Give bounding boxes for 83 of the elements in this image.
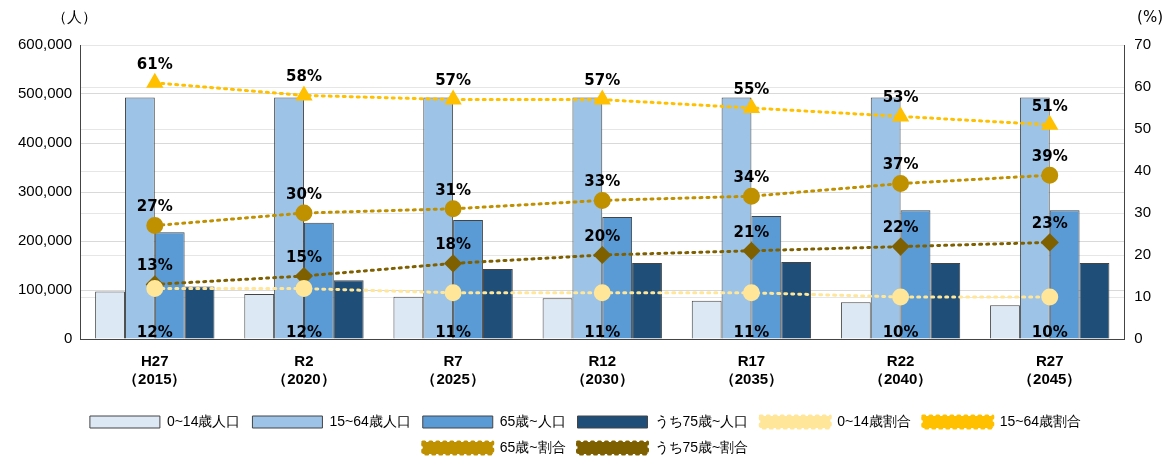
data-label: 39% xyxy=(1031,147,1068,166)
data-label: 57% xyxy=(584,71,621,90)
point xyxy=(742,284,760,302)
data-label: 31% xyxy=(435,180,472,199)
y2-tick-label: 60 xyxy=(1134,77,1151,95)
y2-tick-label: 50 xyxy=(1134,119,1151,137)
y2-tick-label: 40 xyxy=(1134,161,1151,179)
point xyxy=(892,238,910,256)
y2-tick-label: 30 xyxy=(1134,203,1151,221)
data-label: 10% xyxy=(882,322,919,341)
data-label: 18% xyxy=(435,235,472,254)
legend-label: 15~64歳割合 xyxy=(999,412,1082,429)
data-label: 12% xyxy=(136,322,173,341)
x-tick-label: R2 （2020） xyxy=(272,352,336,388)
y-tick-label: 500,000 xyxy=(17,84,73,102)
data-label: 33% xyxy=(584,172,621,191)
data-label: 57% xyxy=(435,71,472,90)
data-label: 34% xyxy=(733,168,770,187)
point xyxy=(444,284,462,302)
x-tick-label: R22 （2040） xyxy=(868,352,933,388)
y2-tick-label: 0 xyxy=(1134,329,1143,347)
data-label: 11% xyxy=(733,322,770,341)
data-label: 51% xyxy=(1031,96,1068,115)
data-label: 55% xyxy=(733,79,770,98)
data-label: 20% xyxy=(584,226,621,245)
point xyxy=(743,99,759,113)
legend-label: 15~64歳人口 xyxy=(329,412,411,429)
x-tick-label: R17 （2035） xyxy=(719,352,784,388)
point xyxy=(892,288,910,306)
y2-axis-title: (%) xyxy=(1137,8,1163,26)
data-label: 23% xyxy=(1031,214,1068,233)
point xyxy=(593,191,611,209)
data-label: 58% xyxy=(286,67,322,86)
x-tick-label: R27 （2045） xyxy=(1018,352,1082,388)
legend-label: 65歳~人口 xyxy=(499,412,566,429)
point xyxy=(593,284,611,302)
point xyxy=(445,91,461,105)
point xyxy=(296,86,312,101)
legend-label: うち75歳~人口 xyxy=(654,412,749,429)
x-tick-label: H27 （2015） xyxy=(123,352,187,388)
point xyxy=(742,242,760,260)
legend-label: うち75歳~割合 xyxy=(654,438,749,455)
legend-label: 0~14歳割合 xyxy=(837,412,911,429)
y-tick-label: 100,000 xyxy=(17,280,73,298)
y-tick-label: 300,000 xyxy=(17,182,73,200)
data-label: 22% xyxy=(882,218,919,237)
data-label: 61% xyxy=(136,54,173,73)
data-label: 53% xyxy=(882,88,919,107)
data-label: 37% xyxy=(882,155,919,174)
point xyxy=(147,74,163,88)
data-label: 11% xyxy=(435,322,472,341)
point xyxy=(295,280,313,298)
point xyxy=(742,187,760,205)
legend-label: 0~14歳人口 xyxy=(166,412,241,429)
point xyxy=(1041,288,1059,306)
point xyxy=(893,107,909,122)
y2-tick-label: 10 xyxy=(1134,287,1151,305)
point xyxy=(146,280,164,298)
legend-label: 65歳~割合 xyxy=(499,438,566,455)
point xyxy=(594,91,610,105)
y-tick-label: 400,000 xyxy=(17,133,73,151)
data-label: 13% xyxy=(136,256,173,275)
y2-tick-label: 70 xyxy=(1134,35,1151,53)
x-tick-label: R7 （2025） xyxy=(421,352,485,388)
data-label: 21% xyxy=(733,222,770,241)
point xyxy=(295,204,313,222)
point xyxy=(1041,166,1059,184)
y-axis-title: （人） xyxy=(52,8,97,27)
point xyxy=(444,200,462,218)
point xyxy=(1042,116,1058,130)
point xyxy=(1041,233,1059,251)
data-label: 10% xyxy=(1031,322,1068,341)
y-tick-label: 200,000 xyxy=(17,231,73,249)
y2-tick-label: 20 xyxy=(1134,245,1151,263)
point xyxy=(892,175,910,193)
data-label: 27% xyxy=(136,197,173,216)
y-tick-label: 0 xyxy=(63,329,73,347)
point xyxy=(444,254,462,272)
x-tick-label: R12 （2030） xyxy=(570,352,634,388)
point xyxy=(593,246,611,264)
point xyxy=(146,217,164,235)
data-label: 11% xyxy=(584,322,621,341)
y-tick-label: 600,000 xyxy=(17,35,73,53)
